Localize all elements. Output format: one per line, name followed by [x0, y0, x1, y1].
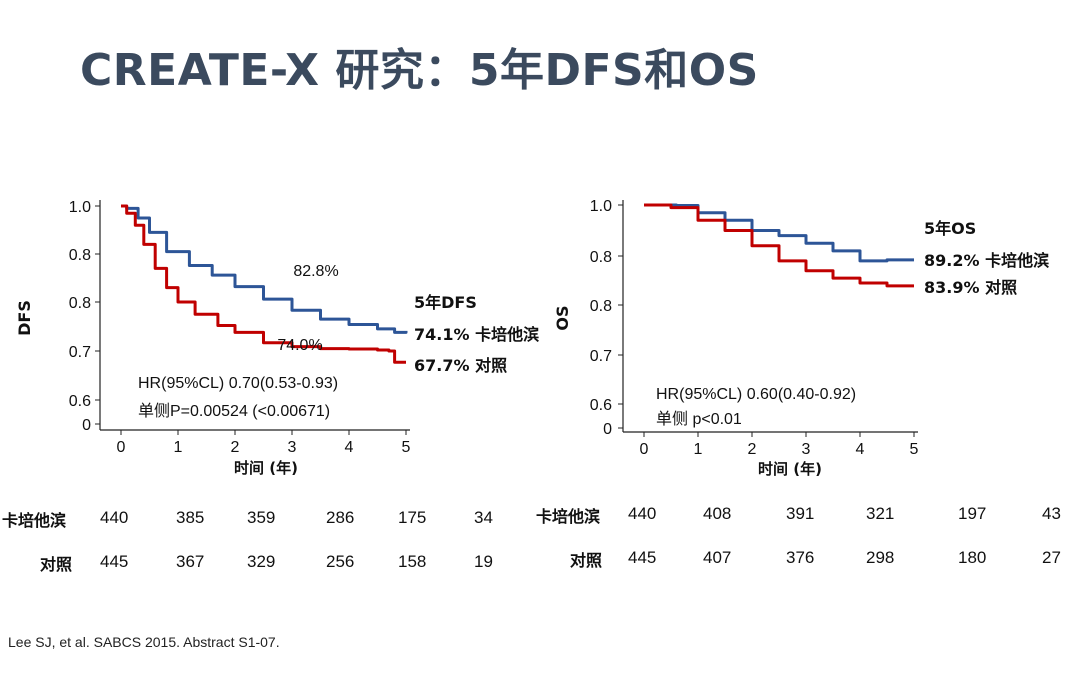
risk-table2-row2-label: 对照: [570, 551, 603, 570]
chart2-y-tick-label: 0.7: [590, 348, 612, 365]
risk-table2-row1-v0: 440: [628, 504, 657, 523]
chart1-y-tick-label: 0.8: [69, 247, 91, 264]
chart2-x-tick-label: 5: [910, 441, 919, 458]
chart2-stats-line: HR(95%CL) 0.60(0.40-0.92): [656, 386, 856, 403]
chart1-stats-line: HR(95%CL) 0.70(0.53-0.93): [138, 375, 338, 392]
risk-table2-row1-v3: 321: [866, 504, 895, 523]
chart2-series-label: 89.2% 卡培他滨: [924, 251, 1049, 270]
risk-table1-row1-v4: 175: [398, 508, 427, 527]
risk-table1-row2-v2: 329: [247, 552, 276, 571]
chart1-series-label: 67.7% 对照: [414, 356, 507, 375]
chart1-x-tick-label: 1: [174, 439, 183, 456]
risk-table1-row2-v5: 19: [474, 552, 493, 571]
chart1-x-tick-label: 2: [231, 439, 240, 456]
risk-table2-row2-v3: 298: [866, 548, 895, 567]
chart1-annotation: 82.8%: [293, 263, 338, 280]
chart2-x-tick-label: 4: [856, 441, 865, 458]
chart1-y-tick-label: 0.6: [69, 393, 91, 410]
chart1-y-tick-label: 1.0: [69, 199, 91, 216]
page-title: CREATE-X 研究：5年DFS和OS: [80, 45, 759, 96]
chart2-series-label: 83.9% 对照: [924, 278, 1017, 297]
chart2-y-axis-label: OS: [553, 305, 572, 330]
risk-table2-row1-v5: 43: [1042, 504, 1061, 523]
chart2-series-control-line: [644, 203, 914, 288]
risk-table2-row1-v1: 408: [703, 504, 732, 523]
chart2-y-tick-label: 1.0: [590, 198, 612, 215]
chart1-annotation: 74.0%: [277, 337, 322, 354]
risk-table1-row1-v3: 286: [326, 508, 355, 527]
chart1-x-tick-label: 0: [117, 439, 126, 456]
risk-table2-row2-v0: 445: [628, 548, 657, 567]
risk-table1-row1-v1: 385: [176, 508, 205, 527]
chart2-y-tick-label: 0: [603, 421, 612, 438]
risk-table1-row2-v4: 158: [398, 552, 427, 571]
risk-table1-row2-v1: 367: [176, 552, 205, 571]
chart2-stats-line: 单侧 p<0.01: [656, 410, 742, 428]
risk-table1-row1-v2: 359: [247, 508, 276, 527]
risk-table2-row1-v2: 391: [786, 504, 815, 523]
chart2-y-tick-label: 0.8: [590, 298, 612, 315]
chart2-x-tick-label: 1: [694, 441, 703, 458]
chart1-x-tick-label: 5: [402, 439, 411, 456]
chart2-x-tick-label: 2: [748, 441, 757, 458]
chart2-y-tick-label: 0.6: [590, 397, 612, 414]
chart2-y-tick-label: 0.8: [590, 249, 612, 266]
chart1-series-label: 74.1% 卡培他滨: [414, 325, 539, 344]
chart1-y-tick-label: 0.8: [69, 295, 91, 312]
chart2-x-tick-label: 0: [640, 441, 649, 458]
chart1-legend-title: 5年DFS: [414, 293, 477, 312]
chart1-y-tick-label: 0.7: [69, 344, 91, 361]
chart2-x-axis-label: 时间 (年): [758, 460, 822, 478]
risk-table1-row1-label: 卡培他滨: [2, 511, 67, 530]
risk-table2-row1-label: 卡培他滨: [536, 507, 601, 526]
chart1-x-tick-label: 3: [288, 439, 297, 456]
risk-table1-row2-v3: 256: [326, 552, 355, 571]
chart1-x-tick-label: 4: [345, 439, 354, 456]
risk-table2-row2-v4: 180: [958, 548, 987, 567]
risk-table2-row2-v2: 376: [786, 548, 815, 567]
chart1-stats-line: 单侧P=0.00524 (<0.00671): [138, 402, 330, 420]
risk-table1-row1-v5: 34: [474, 508, 493, 527]
risk-table2-row2-v1: 407: [703, 548, 732, 567]
chart1-x-axis-label: 时间 (年): [234, 459, 298, 477]
risk-table2-row1-v4: 197: [958, 504, 987, 523]
risk-table2-row2-v5: 27: [1042, 548, 1061, 567]
chart2-legend-title: 5年OS: [924, 219, 976, 238]
risk-table1-row2-label: 对照: [40, 555, 73, 574]
chart1-y-tick-label: 0: [82, 417, 91, 434]
chart1-series-control-line: [121, 204, 406, 364]
chart1-series-capecitabine-line: [121, 204, 408, 334]
chart1-y-axis-label: DFS: [15, 300, 34, 336]
reference-citation: Lee SJ, et al. SABCS 2015. Abstract S1-0…: [8, 634, 280, 650]
risk-table1-row1-v0: 440: [100, 508, 129, 527]
chart2-x-tick-label: 3: [802, 441, 811, 458]
risk-table1-row2-v0: 445: [100, 552, 129, 571]
